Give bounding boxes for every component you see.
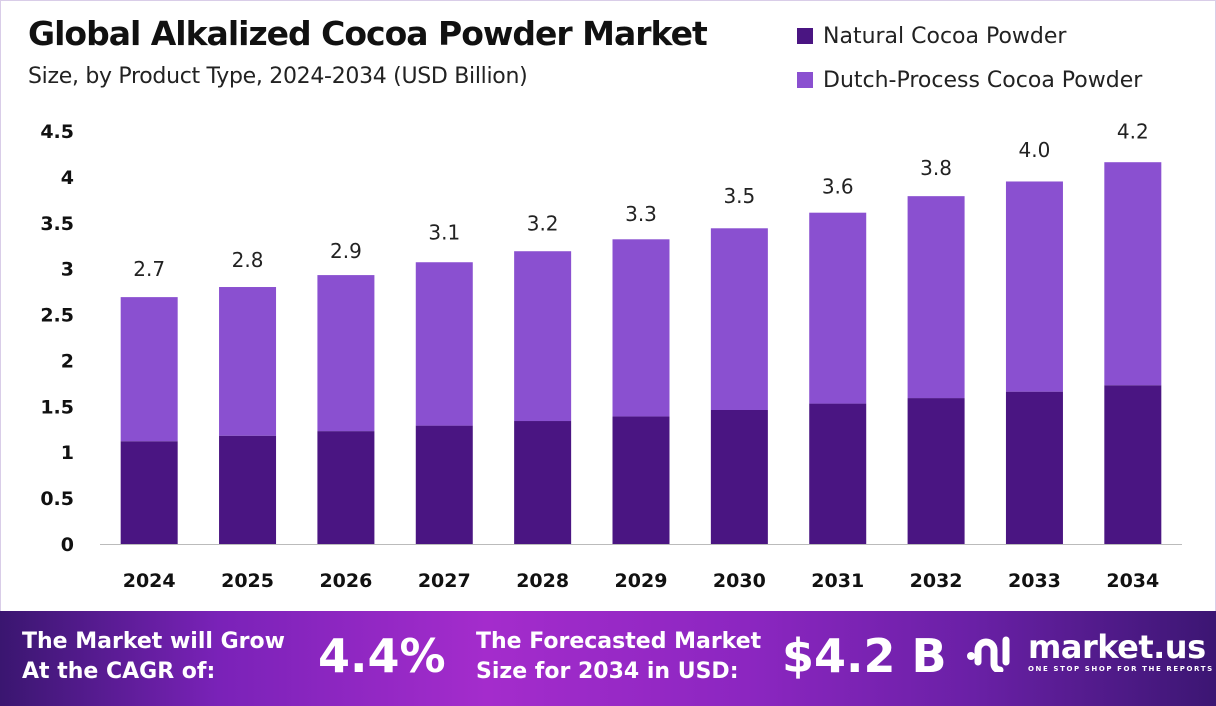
- bar-segment-natural: [120, 441, 178, 544]
- x-tick-label: 2024: [123, 570, 176, 592]
- forecast-label: The Forecasted Market Size for 2034 in U…: [476, 627, 761, 687]
- bar-segment-natural: [317, 431, 375, 544]
- y-tick-label: 1.5: [40, 396, 74, 418]
- cagr-label-line2: At the CAGR of:: [22, 659, 216, 684]
- y-tick-label: 0: [61, 534, 74, 556]
- x-tick-label: 2033: [1008, 570, 1061, 592]
- x-tick-label: 2029: [615, 570, 668, 592]
- bar-segment-natural: [809, 403, 867, 544]
- cagr-label-line1: The Market will Grow: [22, 629, 285, 654]
- total-data-label: 4.0: [1019, 138, 1051, 162]
- forecast-label-line1: The Forecasted Market: [476, 629, 762, 654]
- x-tick-label: 2032: [910, 570, 963, 592]
- x-tick-label: 2028: [516, 570, 569, 592]
- footer-banner: The Market will Grow At the CAGR of: 4.4…: [0, 611, 1216, 706]
- bar-segment-dutch: [514, 251, 572, 422]
- bar-segment-natural: [907, 398, 965, 544]
- bar-segment-natural: [710, 410, 768, 544]
- logo-tagline: ONE STOP SHOP FOR THE REPORTS: [1028, 665, 1214, 673]
- total-data-label: 3.5: [723, 184, 755, 208]
- total-data-label: 3.8: [920, 156, 952, 180]
- y-tick-label: 3.5: [40, 213, 74, 235]
- total-data-label: 3.3: [625, 202, 657, 226]
- total-data-label: 2.8: [232, 248, 264, 272]
- bar-segment-natural: [612, 416, 670, 544]
- x-tick-label: 2025: [221, 570, 274, 592]
- bar-chart: 0 0.5 1 1.5 2 2.5 3 3.5 4 4.5 2.7 2024 2.8 2025 2.9 202…: [40, 120, 1182, 592]
- y-tick-label: 4.5: [40, 121, 74, 143]
- market-us-logo: market.us ONE STOP SHOP FOR THE REPORTS: [966, 631, 1214, 673]
- bar-segment-dutch: [710, 228, 768, 411]
- bar-segment-dutch: [1104, 162, 1162, 386]
- bar-segment-dutch: [612, 239, 670, 417]
- bar-segment-natural: [415, 425, 473, 544]
- cagr-label: The Market will Grow At the CAGR of:: [22, 627, 285, 687]
- y-tick-label: 0.5: [40, 488, 74, 510]
- legend: Natural Cocoa Powder Dutch-Process Cocoa…: [797, 14, 1142, 102]
- x-tick-label: 2027: [418, 570, 471, 592]
- chart-title: Global Alkalized Cocoa Powder Market: [28, 14, 708, 53]
- y-tick-label: 4: [61, 167, 74, 189]
- bar-segment-natural: [514, 421, 572, 544]
- y-tick-label: 2: [61, 350, 74, 372]
- y-tick-label: 3: [61, 259, 74, 281]
- logo-name: market.us: [1028, 628, 1206, 666]
- bar-segment-dutch: [907, 196, 965, 399]
- legend-label: Dutch-Process Cocoa Powder: [823, 67, 1143, 93]
- x-tick-label: 2034: [1106, 570, 1159, 592]
- x-tick-label: 2031: [811, 570, 864, 592]
- legend-item-dutch: Dutch-Process Cocoa Powder: [797, 58, 1142, 102]
- total-data-label: 2.7: [133, 257, 165, 281]
- legend-label: Natural Cocoa Powder: [823, 23, 1067, 49]
- total-data-label: 3.2: [527, 211, 559, 235]
- bar-segment-dutch: [415, 262, 473, 426]
- bar-segment-dutch: [809, 212, 867, 404]
- y-tick-label: 1: [61, 442, 74, 464]
- bar-segment-dutch: [1005, 181, 1063, 392]
- logo-icon: [967, 636, 1010, 672]
- x-tick-label: 2030: [713, 570, 766, 592]
- forecast-label-line2: Size for 2034 in USD:: [476, 659, 739, 684]
- chart-subtitle: Size, by Product Type, 2024-2034 (USD Bi…: [28, 64, 528, 89]
- bar-segment-natural: [1104, 385, 1162, 544]
- total-data-label: 2.9: [330, 239, 362, 263]
- forecast-value: $4.2 B: [782, 629, 947, 683]
- bar-segment-dutch: [317, 275, 375, 432]
- bar-segment-natural: [1005, 391, 1063, 544]
- bar-segment-dutch: [219, 287, 277, 436]
- cagr-value: 4.4%: [318, 629, 446, 683]
- y-tick-label: 2.5: [40, 305, 74, 327]
- bar-segment-dutch: [120, 297, 178, 442]
- bar-segment-natural: [219, 435, 277, 544]
- total-data-label: 3.1: [428, 220, 460, 244]
- legend-swatch-natural: [797, 28, 813, 44]
- legend-item-natural: Natural Cocoa Powder: [797, 14, 1142, 58]
- legend-swatch-dutch: [797, 72, 813, 88]
- total-data-label: 3.6: [822, 175, 854, 199]
- x-tick-label: 2026: [319, 570, 372, 592]
- total-data-label: 4.2: [1117, 120, 1149, 144]
